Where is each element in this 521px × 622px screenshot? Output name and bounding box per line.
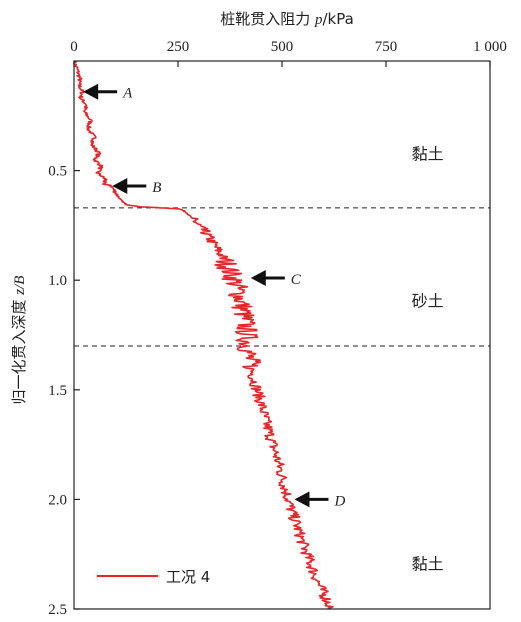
layer-label: 黏土 bbox=[412, 145, 444, 164]
y-tick-label: 1.5 bbox=[48, 383, 67, 399]
arrow-head bbox=[83, 83, 99, 100]
arrow-head bbox=[294, 491, 310, 508]
arrow-head bbox=[250, 270, 266, 287]
layer-boundaries bbox=[74, 207, 490, 347]
y-tick-label: 0.5 bbox=[48, 164, 67, 180]
x-tick-label: 750 bbox=[375, 39, 398, 55]
x-tick-label: 1 000 bbox=[473, 39, 507, 55]
x-axis-title-unit: /kPa bbox=[322, 10, 353, 28]
arrow-label: A bbox=[122, 86, 133, 102]
x-tick-label: 250 bbox=[167, 39, 190, 55]
layer-label: 砂土 bbox=[412, 292, 444, 311]
plot-frame bbox=[73, 60, 491, 610]
y-tick-label: 2.5 bbox=[48, 602, 67, 618]
annotation-arrows: A B C D bbox=[83, 83, 345, 509]
x-tick-label: 0 bbox=[70, 39, 78, 55]
arrow-label: D bbox=[333, 493, 345, 509]
x-axis-title: 桩靴贯入阻力 p/kPa bbox=[220, 10, 354, 28]
legend-label: 工况 4 bbox=[166, 568, 210, 586]
y-axis-title-prefix: 归一化贯入深度 bbox=[10, 295, 28, 405]
arrow-label: C bbox=[291, 272, 302, 288]
y-tick-label: 2.0 bbox=[48, 492, 67, 508]
y-axis-title: 归一化贯入深度 z/B bbox=[10, 276, 28, 405]
y-axis-ticks: 0.5 1.0 1.5 2.0 2.5 bbox=[48, 164, 80, 618]
x-axis-ticks: 0 250 500 750 1 000 bbox=[70, 39, 507, 67]
series-line bbox=[73, 60, 334, 610]
arrow-head bbox=[112, 177, 128, 194]
y-axis-title-var: z/B bbox=[12, 276, 28, 296]
y-tick-label: 1.0 bbox=[48, 273, 67, 289]
layer-label: 黏土 bbox=[412, 555, 444, 574]
legend: 工况 4 bbox=[97, 568, 210, 586]
series-group bbox=[73, 60, 334, 610]
x-axis-title-var: p bbox=[314, 12, 323, 28]
arrow-label: B bbox=[152, 180, 161, 196]
x-tick-label: 500 bbox=[271, 39, 294, 55]
x-axis-title-prefix: 桩靴贯入阻力 bbox=[220, 10, 315, 28]
